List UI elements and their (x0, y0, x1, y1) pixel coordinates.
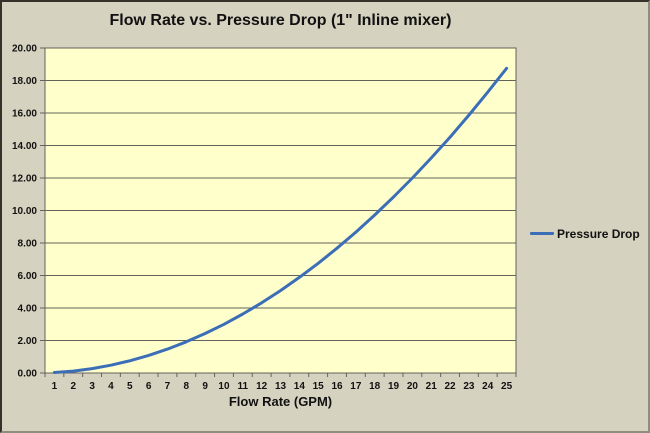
x-tick-label: 15 (313, 381, 325, 392)
legend-line-swatch (530, 232, 554, 235)
y-tick-label: 8.00 (18, 239, 38, 250)
x-tick-label: 8 (184, 381, 190, 392)
x-tick-label: 20 (407, 381, 419, 392)
x-tick-label: 2 (70, 381, 76, 392)
x-tick-label: 21 (426, 381, 438, 392)
y-tick-label: 12.00 (12, 174, 37, 185)
x-tick-label: 18 (369, 381, 381, 392)
y-tick-label: 20.00 (12, 44, 37, 55)
y-tick-label: 4.00 (18, 304, 38, 315)
x-tick-label: 1 (52, 381, 58, 392)
legend-label: Pressure Drop (557, 226, 640, 241)
x-tick-label: 7 (165, 381, 171, 392)
x-tick-label: 16 (331, 381, 343, 392)
x-tick-label: 23 (463, 381, 475, 392)
x-tick-label: 22 (444, 381, 456, 392)
x-tick-label: 25 (501, 381, 513, 392)
x-tick-label: 24 (482, 381, 494, 392)
x-tick-label: 9 (202, 381, 208, 392)
y-tick-label: 18.00 (12, 76, 37, 87)
y-tick-label: 14.00 (12, 141, 37, 152)
x-tick-label: 11 (238, 381, 249, 392)
chart-title: Flow Rate vs. Pressure Drop (1" Inline m… (109, 12, 452, 29)
x-tick-label: 12 (256, 381, 268, 392)
x-tick-label: 17 (350, 381, 362, 392)
y-tick-label: 16.00 (12, 109, 37, 120)
x-tick-label: 14 (294, 381, 306, 392)
x-axis-title: Flow Rate (GPM) (228, 394, 333, 409)
y-tick-label: 10.00 (12, 206, 37, 217)
legend: Pressure Drop (530, 226, 640, 241)
x-tick-label: 19 (388, 381, 400, 392)
x-tick-label: 3 (89, 381, 95, 392)
x-tick-label: 5 (127, 381, 133, 392)
y-tick-label: 0.00 (18, 369, 38, 380)
pressure-drop-line (52, 66, 509, 374)
x-tick-label: 10 (218, 381, 230, 392)
x-tick-label: 13 (275, 381, 287, 392)
y-tick-label: 2.00 (18, 336, 38, 347)
y-tick-label: 6.00 (18, 271, 38, 282)
x-tick-label: 6 (146, 381, 152, 392)
x-tick-label: 4 (108, 381, 114, 392)
